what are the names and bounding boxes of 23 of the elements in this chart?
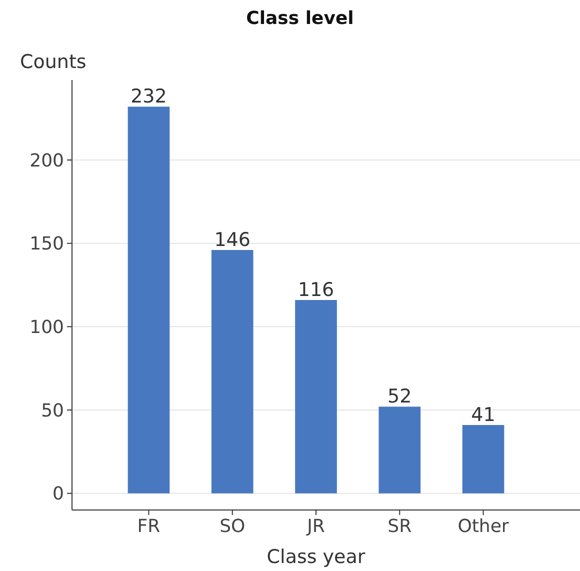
x-tick-label: Other (458, 516, 510, 537)
x-tick-label: SO (220, 516, 246, 537)
data-label: 116 (298, 279, 334, 301)
bar (128, 106, 170, 494)
x-tick-label: FR (137, 516, 160, 537)
x-axis-title: Class year (266, 546, 366, 568)
chart-title: Class level (246, 8, 354, 29)
y-tick-label: 150 (30, 234, 64, 255)
bar (462, 425, 504, 494)
data-label: 232 (130, 86, 167, 108)
data-label: 41 (471, 404, 496, 426)
x-tick-label: JR (306, 516, 325, 537)
x-tick-label: SR (388, 516, 412, 537)
y-tick-label: 100 (30, 316, 64, 338)
data-label: 146 (214, 229, 250, 251)
y-tick-label: 50 (41, 400, 64, 422)
bar (211, 250, 254, 494)
bar (295, 300, 337, 494)
bar (378, 406, 421, 494)
y-tick-label: 200 (30, 150, 64, 172)
data-label: 52 (388, 386, 412, 408)
y-axis-title: Counts (20, 51, 86, 73)
y-tick-label: 0 (52, 484, 64, 505)
